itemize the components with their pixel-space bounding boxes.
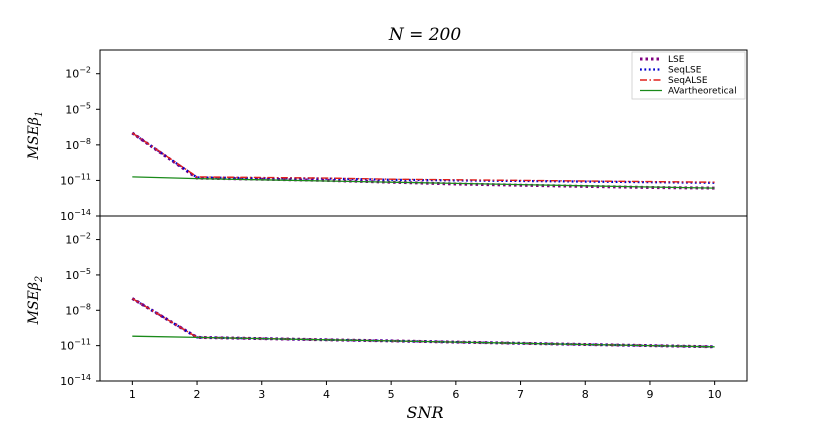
- chart-title: N = 200: [388, 25, 462, 45]
- x-tick-label: 9: [646, 388, 653, 401]
- panel-2-series: [131, 297, 715, 349]
- x-tick-label: 6: [452, 388, 459, 401]
- x-tick-label: 7: [517, 388, 524, 401]
- legend-label-seqlse: SeqLSE: [668, 66, 702, 76]
- svg-text:MSEβ1: MSEβ1: [26, 111, 45, 161]
- series-line-avartheoretical: [132, 335, 715, 348]
- y-tick-label: 10−5: [65, 101, 91, 116]
- series-line-seqlse: [131, 297, 715, 348]
- x-tick-label: 8: [582, 388, 589, 401]
- y-tick-label: 10−2: [65, 232, 91, 247]
- x-tick-label: 2: [194, 388, 201, 401]
- series-line-seqalse: [131, 297, 715, 348]
- panel-1-series: [131, 131, 715, 190]
- series-line-lse: [131, 297, 715, 349]
- x-axis-label: SNR: [406, 403, 443, 422]
- series-line-seqalse: [131, 132, 715, 183]
- panel-2-frame: [99, 215, 748, 382]
- x-axis-ticks: 1 2 3 4 5 6 7 8 9 10: [129, 381, 722, 401]
- legend-label-avartheoretical: AVartheoretical: [668, 87, 737, 97]
- legend-label-lse: LSE: [668, 55, 685, 65]
- y-tick-label: 10−5: [65, 267, 91, 282]
- y-tick-label: 10−2: [65, 66, 91, 81]
- x-tick-label: 5: [388, 388, 395, 401]
- y-tick-label: 10−11: [60, 172, 91, 187]
- y-tick-label: 10−14: [60, 373, 91, 388]
- x-tick-label: 1: [129, 388, 136, 401]
- x-tick-label: 3: [258, 388, 265, 401]
- y-axis-label-2: MSEβ2: [26, 276, 45, 326]
- legend-label-seqalse: SeqALSE: [668, 76, 708, 86]
- y-tick-label: 10−11: [60, 338, 91, 353]
- panel-2-y-ticks: 10−14 10−11 10−8 10−5 10−2: [60, 232, 100, 388]
- y-axis-label-1: MSEβ1: [26, 111, 45, 161]
- legend-box: [631, 51, 746, 100]
- y-tick-label: 10−8: [65, 137, 91, 152]
- series-line-avartheoretical: [132, 176, 715, 189]
- svg-text:MSEβ2: MSEβ2: [26, 276, 45, 326]
- x-tick-label: 4: [323, 388, 330, 401]
- panel-1-y-ticks: 10−14 10−11 10−8 10−5 10−2: [60, 66, 100, 223]
- series-line-seqlse: [131, 132, 715, 184]
- y-tick-label: 10−8: [65, 302, 91, 317]
- y-tick-label: 10−14: [60, 208, 91, 223]
- x-tick-label: 10: [708, 388, 722, 401]
